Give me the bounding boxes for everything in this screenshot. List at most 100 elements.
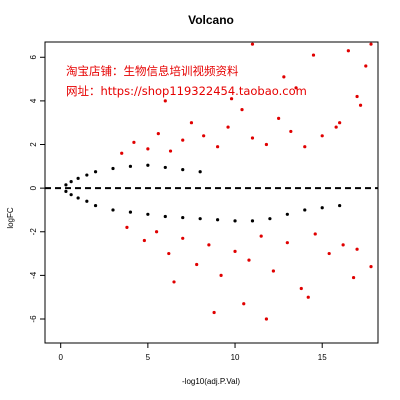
data-point-black <box>128 164 133 168</box>
data-point-red <box>229 97 234 101</box>
data-point-red <box>282 75 286 79</box>
data-point-black <box>93 170 98 174</box>
data-point-red <box>303 145 307 149</box>
data-point-red <box>154 230 159 234</box>
y-tick-label: -4 <box>29 271 38 279</box>
data-point-red <box>219 273 223 277</box>
data-point-red <box>294 86 298 90</box>
data-point-red <box>358 103 363 107</box>
data-point-red <box>189 121 194 125</box>
data-point-red <box>271 269 275 273</box>
x-axis-label: -log10(adj.P.Val) <box>182 377 240 386</box>
data-point-black <box>181 215 185 220</box>
data-point-black <box>146 163 150 167</box>
data-point-black <box>216 218 220 222</box>
data-point-red <box>341 243 345 247</box>
data-point-black <box>93 203 98 208</box>
data-point-red <box>226 125 230 129</box>
data-point-red <box>346 49 350 53</box>
y-tick-label: -6 <box>29 315 38 323</box>
data-point-red <box>250 42 255 46</box>
data-point-black <box>128 210 133 214</box>
data-point-red <box>355 94 359 99</box>
y-axis-label: logFC <box>6 207 15 229</box>
data-point-black <box>64 183 68 187</box>
data-point-red <box>242 302 246 306</box>
data-point-black <box>76 196 80 200</box>
data-point-black <box>250 219 255 223</box>
data-point-black <box>163 165 167 170</box>
data-point-red <box>156 132 160 136</box>
watermark-line-2: 网址：https://shop119322454.taobao.com <box>66 84 307 98</box>
data-point-black <box>163 214 167 219</box>
data-point-red <box>285 241 289 245</box>
plot-frame <box>44 41 379 344</box>
data-point-red <box>212 310 216 315</box>
data-point-red <box>264 317 269 321</box>
data-point-red <box>247 258 251 262</box>
data-point-red <box>207 243 211 247</box>
data-point-black <box>303 208 307 212</box>
data-point-red <box>338 121 342 125</box>
data-point-red <box>172 280 176 284</box>
data-point-red <box>351 275 356 280</box>
data-point-red <box>181 236 185 240</box>
data-point-black <box>85 173 89 177</box>
y-tick-label: -2 <box>29 228 38 236</box>
data-point-red <box>320 134 324 138</box>
data-point-red <box>299 286 303 291</box>
data-point-red <box>202 134 206 138</box>
data-point-black <box>111 166 115 171</box>
data-point-black <box>285 212 289 216</box>
data-point-red <box>306 295 310 299</box>
data-point-black <box>320 206 324 210</box>
data-point-red <box>233 249 237 253</box>
chart-title: Volcano <box>188 13 234 27</box>
y-tick-label: 2 <box>29 142 38 147</box>
data-point-red <box>313 232 317 236</box>
data-point-red <box>240 108 244 112</box>
data-point-black <box>64 189 68 194</box>
data-point-red <box>277 116 281 120</box>
data-point-black <box>181 167 185 172</box>
data-point-red <box>120 151 124 155</box>
data-point-black <box>111 208 115 212</box>
y-axis: -6 -4 -2 0 2 4 6 <box>29 54 45 323</box>
x-tick-label: 10 <box>231 353 240 362</box>
data-point-red <box>142 238 146 243</box>
data-point-black <box>338 203 342 208</box>
data-point-red <box>264 142 269 147</box>
y-tick-label: 0 <box>29 185 38 190</box>
data-point-black <box>85 199 89 203</box>
data-point-red <box>369 42 373 46</box>
data-point-red <box>168 149 173 153</box>
data-point-black <box>233 219 237 223</box>
data-point-red <box>311 53 316 57</box>
data-point-red <box>355 247 359 251</box>
data-point-red <box>259 234 263 238</box>
data-point-red <box>125 225 129 229</box>
data-point-black <box>268 217 272 221</box>
data-point-red <box>364 64 368 68</box>
x-tick-label: 15 <box>318 353 327 362</box>
data-points-layer <box>64 42 373 321</box>
data-point-red <box>163 99 167 103</box>
data-point-red <box>289 129 293 134</box>
data-point-black <box>198 217 202 221</box>
data-point-red <box>132 140 136 144</box>
x-tick-label: 5 <box>146 353 151 362</box>
data-point-black <box>76 176 80 180</box>
data-point-black <box>69 179 73 184</box>
data-point-red <box>195 262 199 267</box>
data-point-red <box>250 136 255 140</box>
data-point-red <box>369 265 373 269</box>
x-axis: 0 5 10 15 <box>58 343 327 362</box>
y-tick-label: 4 <box>29 98 38 103</box>
data-point-black <box>146 212 150 216</box>
data-point-red <box>327 251 331 256</box>
data-point-black <box>69 193 73 197</box>
data-point-red <box>167 251 171 256</box>
data-point-red <box>334 125 338 129</box>
